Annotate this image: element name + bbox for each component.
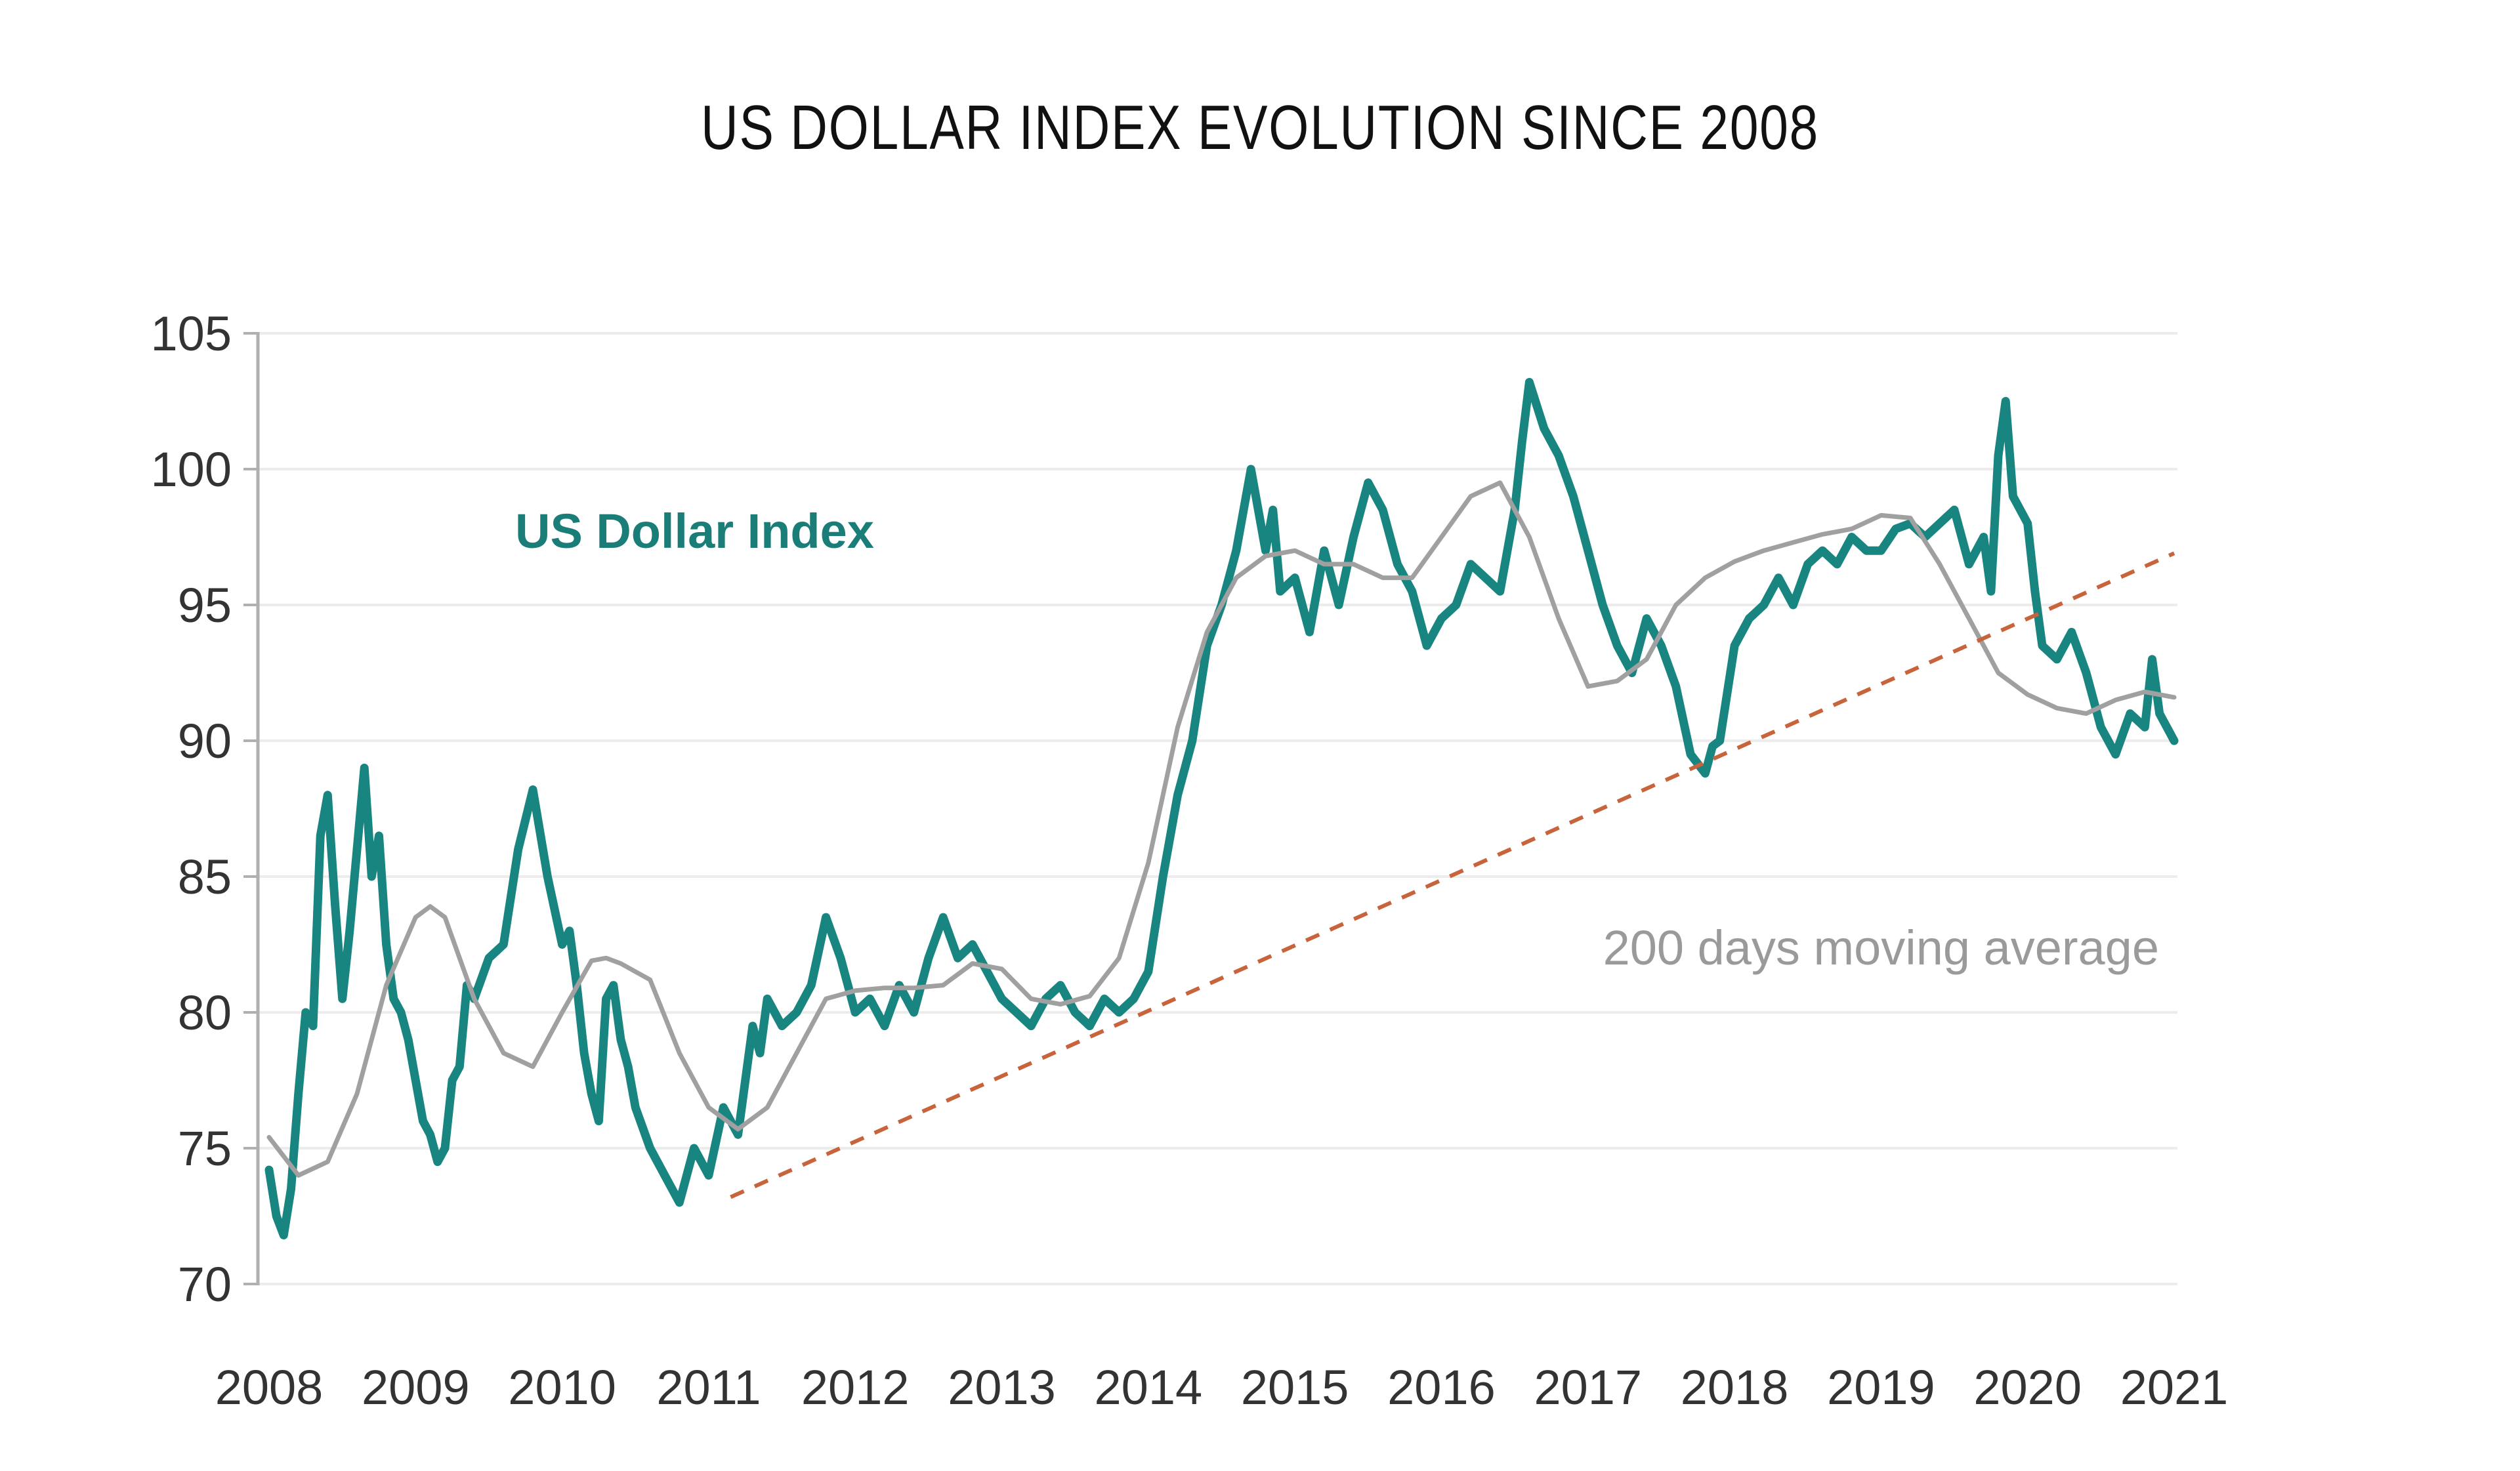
x-tick-label: 2016 bbox=[1387, 1360, 1496, 1415]
x-tick-label: 2014 bbox=[1095, 1360, 1203, 1415]
y-tick-label: 90 bbox=[178, 714, 232, 768]
y-tick-label: 75 bbox=[178, 1121, 232, 1176]
y-tick-labels: 70 75 80 85 90 95 100 105 bbox=[151, 306, 232, 1312]
x-tick-label: 2009 bbox=[362, 1360, 470, 1415]
y-tick-label: 85 bbox=[178, 850, 232, 904]
x-tick-label: 2021 bbox=[2120, 1360, 2229, 1415]
chart-title: US DOLLAR INDEX EVOLUTION SINCE 2008 bbox=[701, 93, 1819, 163]
x-tick-label: 2017 bbox=[1534, 1360, 1642, 1415]
x-tick-label: 2008 bbox=[215, 1360, 324, 1415]
x-tick-label: 2010 bbox=[508, 1360, 616, 1415]
x-tick-label: 2013 bbox=[948, 1360, 1056, 1415]
series-line-moving-average bbox=[266, 480, 2177, 1178]
x-tick-labels: 2008 2009 2010 2011 2012 2013 2014 2015 2016 2017… bbox=[215, 1360, 2229, 1415]
x-tick-label: 2020 bbox=[1973, 1360, 2082, 1415]
x-tick-label: 2011 bbox=[656, 1360, 761, 1415]
series-label-usd-index: US Dollar Index bbox=[515, 504, 874, 558]
series-line-usd-index bbox=[264, 378, 2179, 1239]
y-tick-label: 100 bbox=[151, 442, 232, 497]
x-tick-label: 2019 bbox=[1827, 1360, 1935, 1415]
y-tick-label: 95 bbox=[178, 578, 232, 632]
x-tick-label: 2018 bbox=[1681, 1360, 1789, 1415]
y-tick-label: 80 bbox=[178, 985, 232, 1040]
y-tick-label: 70 bbox=[178, 1257, 232, 1312]
series-label-moving-average: 200 days moving average bbox=[1603, 921, 2159, 975]
x-tick-label: 2015 bbox=[1241, 1360, 1349, 1415]
series-lines bbox=[264, 378, 2179, 1239]
x-tick-label: 2012 bbox=[801, 1360, 910, 1415]
trend-line bbox=[730, 551, 2175, 1199]
y-tick-label: 105 bbox=[151, 306, 232, 361]
